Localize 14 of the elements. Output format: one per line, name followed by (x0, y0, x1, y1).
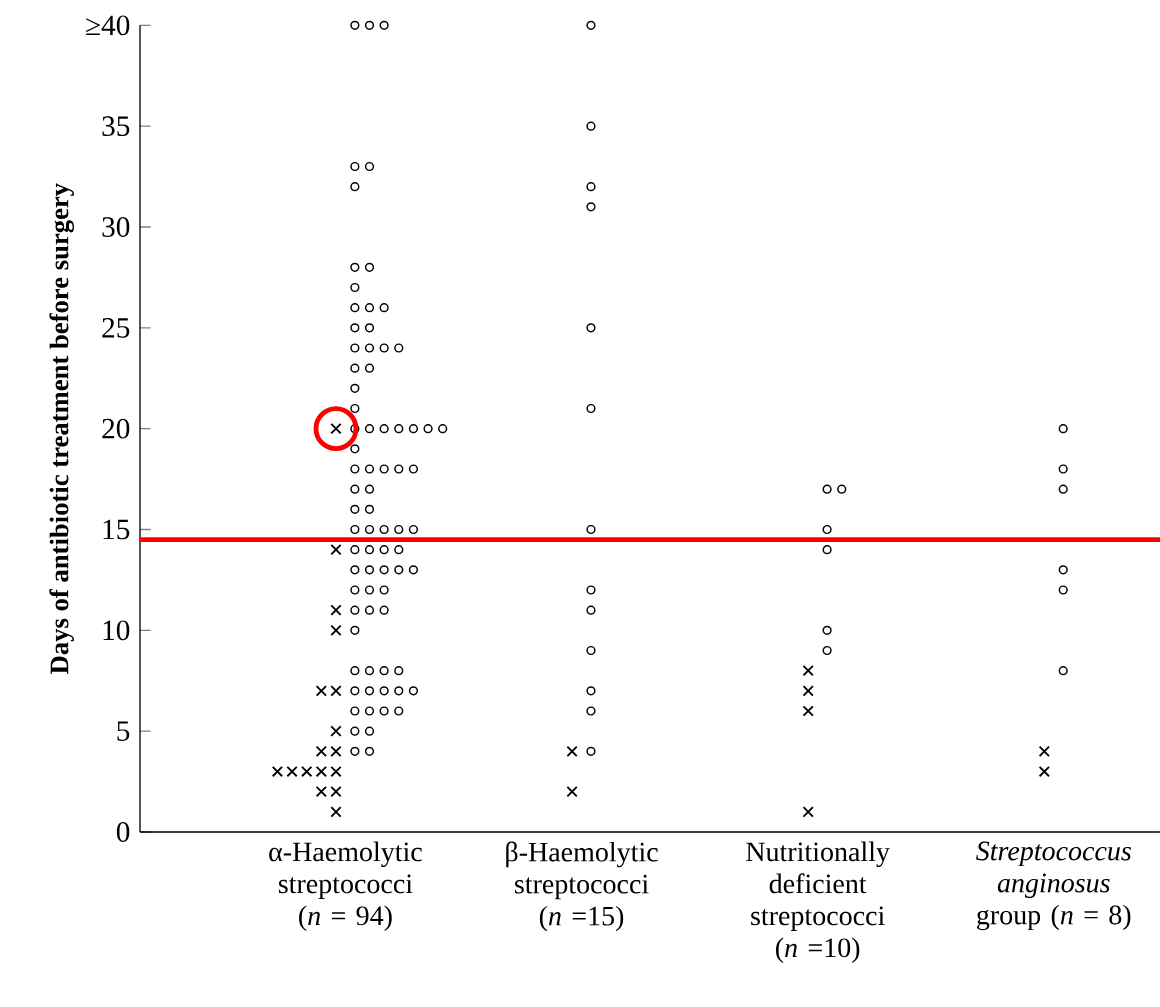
y-tick-label: 0 (116, 822, 130, 842)
x-tick-label: β-Haemolytic streptococci (n =15) (506, 841, 658, 932)
y-tick-label: 20 (102, 418, 130, 439)
y-axis-title: Days of antibiotic treatment before surgery (49, 183, 75, 674)
x-tick-label: α-Haemolytic streptococci (n = 94) (269, 841, 422, 931)
y-tick-label: 35 (102, 116, 130, 137)
y-tick-label: 30 (102, 217, 130, 237)
y-tick-label: 5 (117, 721, 130, 741)
x-tick-label: Nutritionally deficient streptococci (n =10) (746, 841, 890, 963)
y-tick-label: ≥40 (86, 15, 130, 36)
x-tick-label: Streptococcus anginosus group (n = 8) (976, 841, 1131, 931)
y-tick-label: 15 (103, 519, 130, 540)
y-tick-label: 10 (103, 620, 130, 641)
y-tick-label: 25 (102, 317, 130, 338)
